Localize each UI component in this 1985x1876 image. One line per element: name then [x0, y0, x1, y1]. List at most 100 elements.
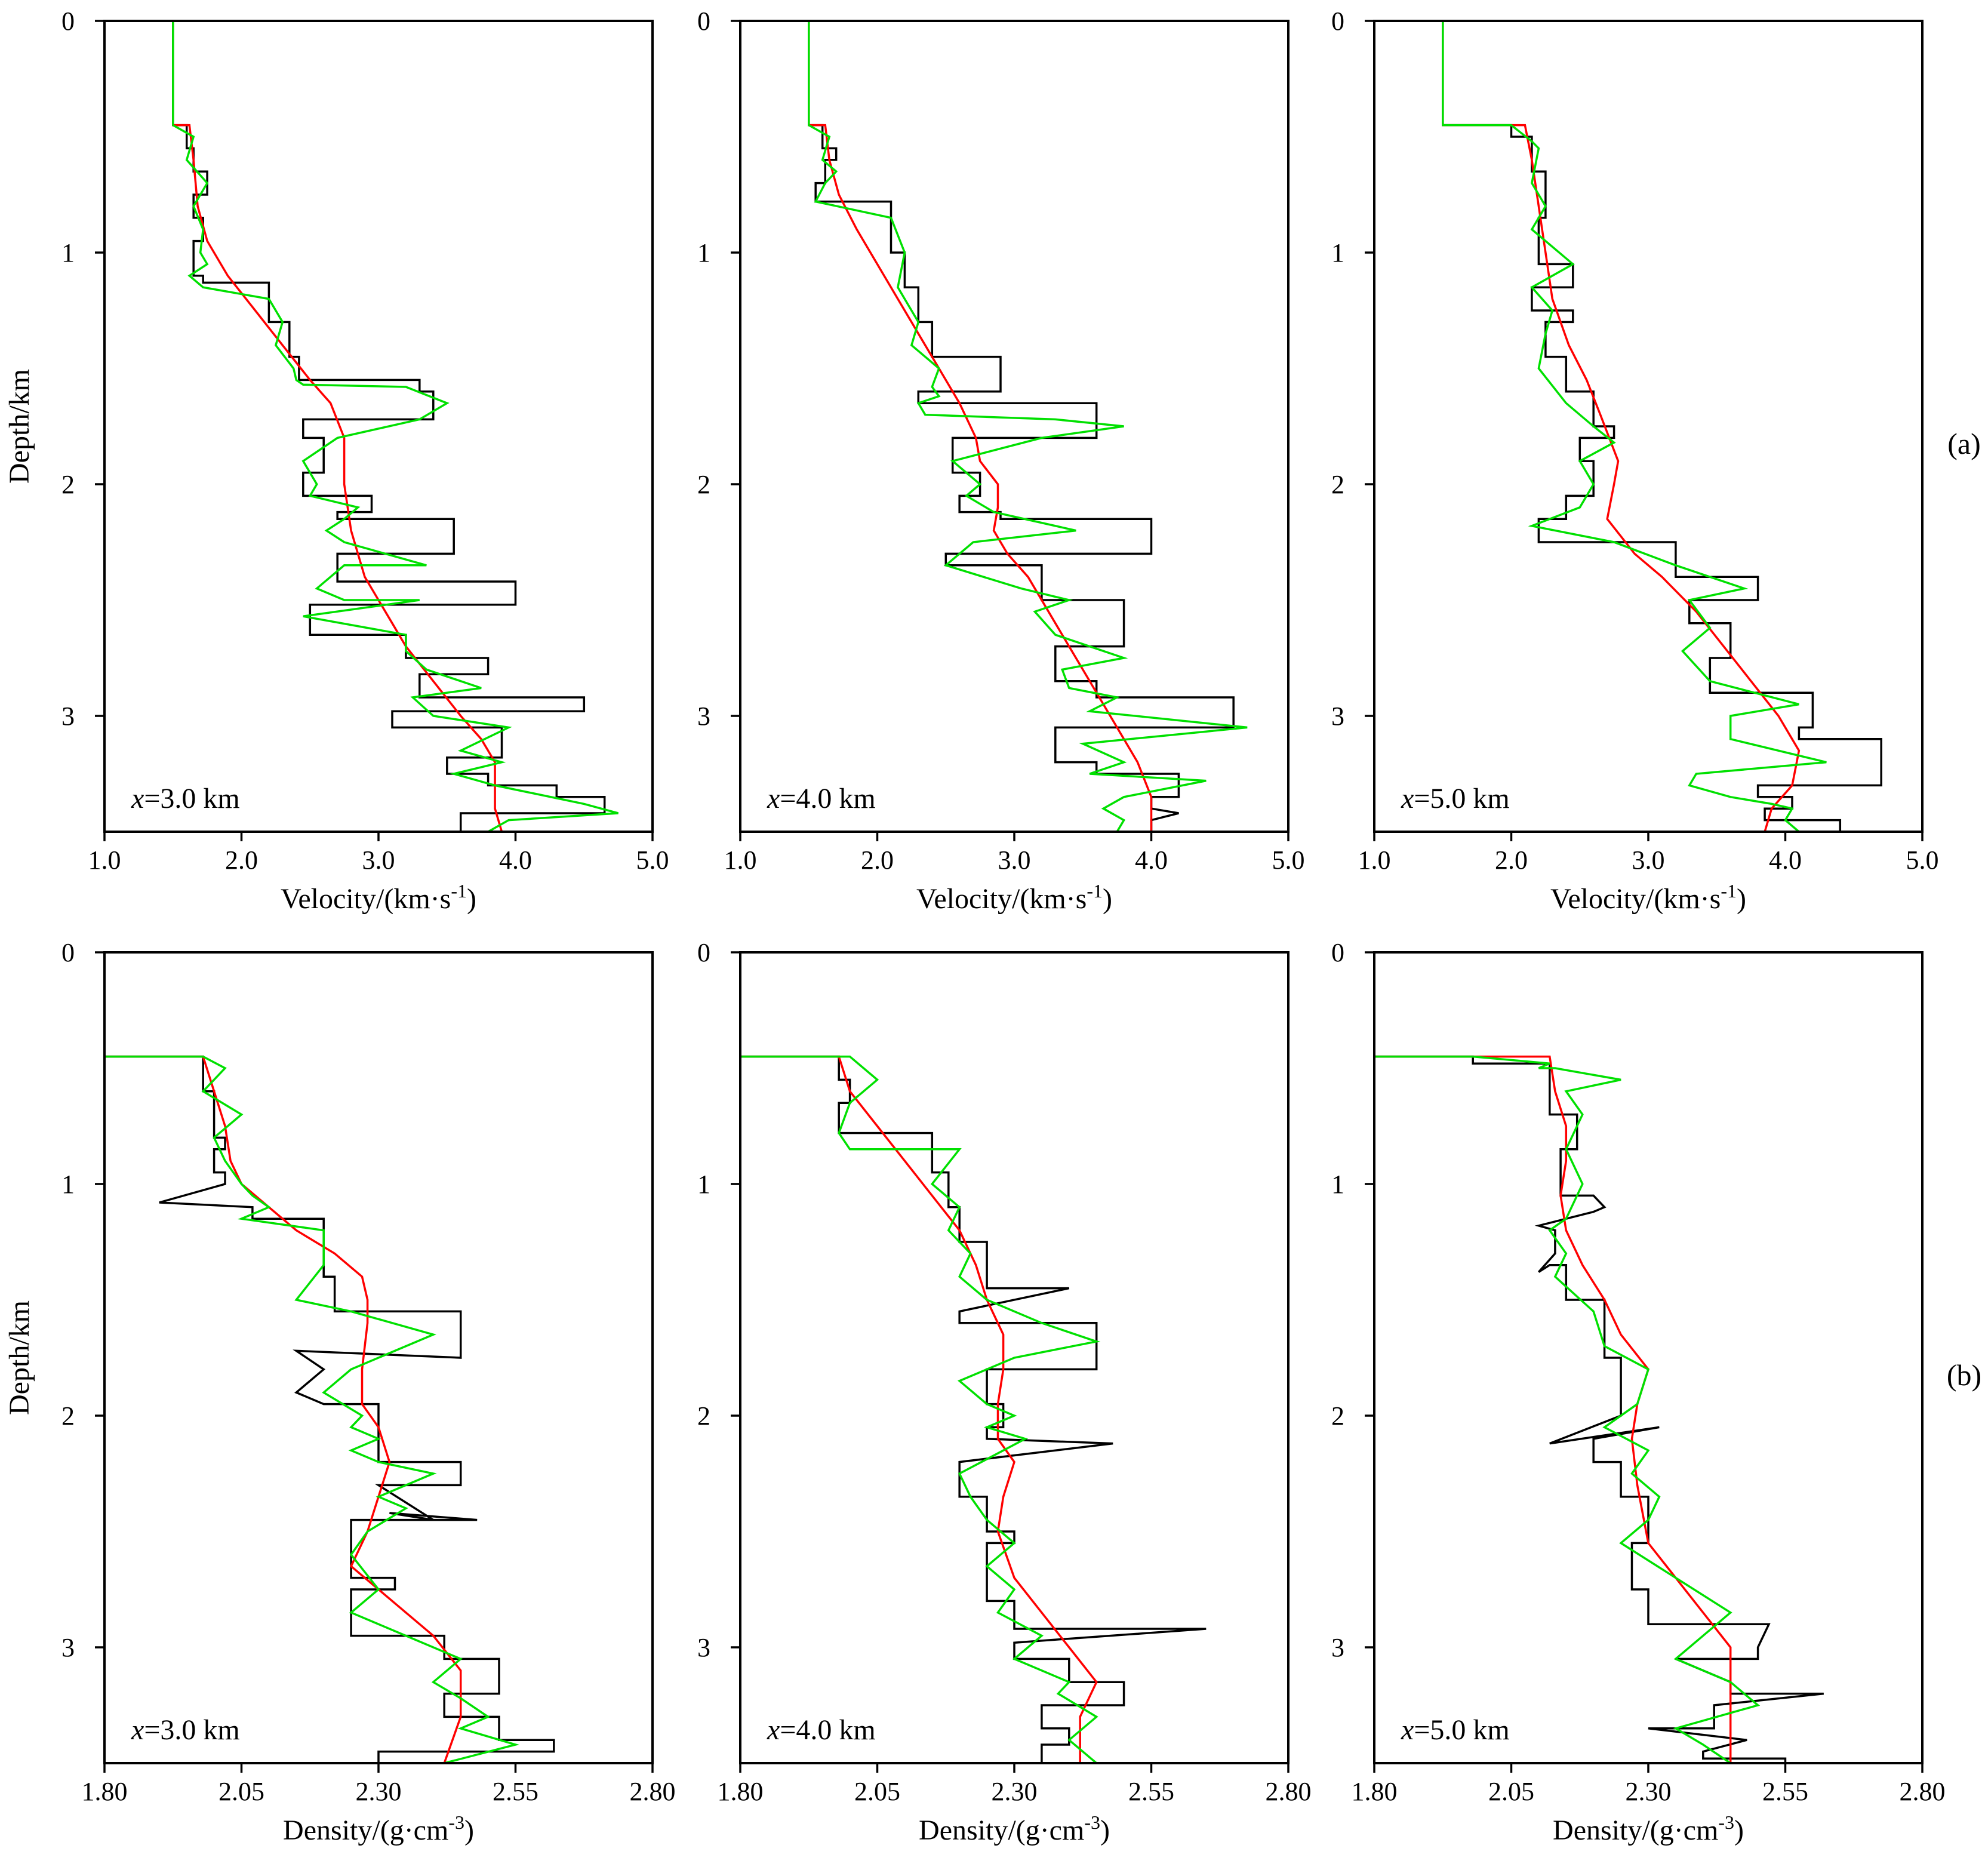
x-tick-label-1-2: 3.0 — [998, 845, 1031, 875]
y-tick-label-4-2: 2 — [697, 1401, 710, 1431]
x-tick-label-3-4: 2.80 — [630, 1777, 676, 1806]
x-tick-label-4-0: 1.80 — [718, 1777, 764, 1806]
row-label-a: (a) — [1947, 427, 1981, 460]
x-tick-label-2-3: 4.0 — [1769, 845, 1802, 875]
x-tick-label-2-1: 2.0 — [1495, 845, 1528, 875]
x-axis-title-exponent: -1 — [451, 880, 467, 902]
y-tick-label-4-1: 1 — [697, 1170, 710, 1199]
x-tick-label-1-1: 2.0 — [861, 845, 894, 875]
x-tick-label-1-0: 1.0 — [724, 845, 757, 875]
panel-label-3: x=3.0 km — [131, 1714, 240, 1746]
panel-label-2: x=5.0 km — [1401, 783, 1510, 814]
y-tick-label-1-1: 1 — [697, 238, 710, 267]
y-axis-title-3: Depth/km — [4, 1300, 35, 1415]
x-tick-label-3-0: 1.80 — [82, 1777, 128, 1806]
y-tick-label-3-2: 2 — [61, 1401, 75, 1431]
series-line-initial-1 — [808, 21, 1153, 832]
panel-label-1: x=4.0 km — [767, 783, 876, 814]
series-line-true-1 — [808, 21, 1235, 832]
series-line-inverted-0 — [172, 21, 619, 832]
row-label-b: (b) — [1947, 1358, 1981, 1392]
y-tick-label-5-1: 1 — [1331, 1170, 1344, 1199]
series-line-true-5 — [1374, 1055, 1824, 1763]
x-tick-label-4-3: 2.55 — [1128, 1777, 1174, 1806]
x-tick-label-0-1: 2.0 — [225, 845, 258, 875]
series-line-inverted-4 — [740, 1055, 1101, 1763]
y-tick-label-2-0: 0 — [1331, 7, 1344, 36]
x-tick-label-3-2: 2.30 — [356, 1777, 402, 1806]
x-tick-label-3-3: 2.55 — [493, 1777, 538, 1806]
y-tick-label-1-3: 3 — [697, 702, 710, 731]
x-axis-title-3: Density/(g·cm-3) — [283, 1812, 474, 1846]
x-axis-title-exponent: -3 — [448, 1812, 464, 1833]
y-tick-label-0-2: 2 — [61, 470, 75, 499]
series-line-inverted-1 — [808, 21, 1248, 832]
x-tick-label-2-4: 5.0 — [1906, 845, 1939, 875]
chart-panel-1: 1.0 2.0 3.0 4.0 5.0 0 1 2 3 Velocity/(km·s-1) x=4.… — [697, 7, 1305, 915]
y-tick-label-3-3: 3 — [61, 1633, 75, 1662]
x-tick-label-5-4: 2.80 — [1900, 1777, 1946, 1806]
panel-label-0: x=3.0 km — [131, 783, 240, 814]
y-tick-label-0-0: 0 — [61, 7, 75, 36]
x-tick-label-5-0: 1.80 — [1352, 1777, 1398, 1806]
y-tick-label-2-2: 2 — [1331, 470, 1344, 499]
series-line-inverted-5 — [1374, 1055, 1761, 1763]
x-tick-label-4-4: 2.80 — [1266, 1777, 1312, 1806]
x-axis-title-2: Velocity/(km·s-1) — [1550, 880, 1746, 915]
chart-panel-4: 1.80 2.05 2.30 2.55 2.80 0 1 2 3 Density/(g·cm-3)… — [697, 938, 1312, 1846]
x-axis-title-0: Velocity/(km·s-1) — [281, 880, 476, 915]
y-tick-label-0-3: 3 — [61, 702, 75, 731]
x-tick-label-0-0: 1.0 — [88, 845, 121, 875]
series-line-true-2 — [1442, 21, 1882, 832]
x-tick-label-4-1: 2.05 — [854, 1777, 900, 1806]
series-line-initial-5 — [1374, 1055, 1732, 1763]
y-tick-label-3-1: 1 — [61, 1170, 75, 1199]
series-line-initial-2 — [1442, 21, 1801, 832]
panel-label-4: x=4.0 km — [767, 1714, 876, 1746]
series-line-true-4 — [740, 1055, 1207, 1763]
plot-frame-2 — [1373, 20, 1924, 833]
series-line-initial-4 — [740, 1055, 1098, 1763]
y-tick-label-3-0: 0 — [61, 938, 75, 967]
x-tick-label-5-1: 2.05 — [1488, 1777, 1534, 1806]
x-axis-title-exponent: -1 — [1721, 880, 1737, 902]
x-axis-title-exponent: -3 — [1084, 1812, 1100, 1833]
chart-panel-2: 1.0 2.0 3.0 4.0 5.0 0 1 2 3 Velocity/(km·s-1) x=5.… — [1331, 7, 1939, 915]
y-tick-label-1-0: 0 — [697, 7, 710, 36]
series-line-inverted-2 — [1442, 21, 1827, 832]
y-tick-label-5-3: 3 — [1331, 1633, 1344, 1662]
chart-panel-5: 1.80 2.05 2.30 2.55 2.80 0 1 2 3 Density/(g·cm-3)… — [1331, 938, 1946, 1846]
chart-panel-3: 1.80 2.05 2.30 2.55 2.80 0 1 2 3 Density/(g·cm-3)… — [4, 938, 676, 1846]
x-tick-label-5-3: 2.55 — [1762, 1777, 1808, 1806]
x-tick-label-1-3: 4.0 — [1135, 845, 1168, 875]
series-line-true-3 — [104, 1055, 555, 1763]
y-tick-label-0-1: 1 — [61, 238, 75, 267]
x-tick-label-1-4: 5.0 — [1272, 845, 1305, 875]
x-axis-title-exponent: -3 — [1718, 1812, 1734, 1833]
x-tick-label-0-4: 5.0 — [636, 845, 669, 875]
y-tick-label-1-2: 2 — [697, 470, 710, 499]
x-axis-title-4: Density/(g·cm-3) — [919, 1812, 1110, 1846]
series-line-initial-3 — [104, 1055, 462, 1763]
y-tick-label-4-0: 0 — [697, 938, 710, 967]
panel-label-5: x=5.0 km — [1401, 1714, 1510, 1746]
y-tick-label-5-2: 2 — [1331, 1401, 1344, 1431]
chart-panel-0: 1.0 2.0 3.0 4.0 5.0 0 1 2 3 Velocity/(km·s-1) Dept… — [4, 7, 669, 915]
x-tick-label-0-2: 3.0 — [362, 845, 395, 875]
y-tick-label-2-3: 3 — [1331, 702, 1344, 731]
y-tick-label-2-1: 1 — [1331, 238, 1344, 267]
y-tick-label-5-0: 0 — [1331, 938, 1344, 967]
series-line-inverted-3 — [104, 1055, 520, 1763]
x-tick-label-2-0: 1.0 — [1358, 845, 1391, 875]
x-axis-title-5: Density/(g·cm-3) — [1553, 1812, 1744, 1846]
series-line-initial-0 — [172, 21, 503, 832]
series-line-true-0 — [172, 21, 606, 832]
x-axis-title-1: Velocity/(km·s-1) — [916, 880, 1112, 915]
x-tick-label-3-1: 2.05 — [218, 1777, 264, 1806]
x-axis-title-exponent: -1 — [1087, 880, 1103, 902]
y-tick-label-4-3: 3 — [697, 1633, 710, 1662]
x-tick-label-4-2: 2.30 — [992, 1777, 1038, 1806]
y-axis-title-0: Depth/km — [4, 369, 35, 484]
x-tick-label-2-2: 3.0 — [1632, 845, 1665, 875]
plot-frame-5 — [1373, 951, 1924, 1764]
